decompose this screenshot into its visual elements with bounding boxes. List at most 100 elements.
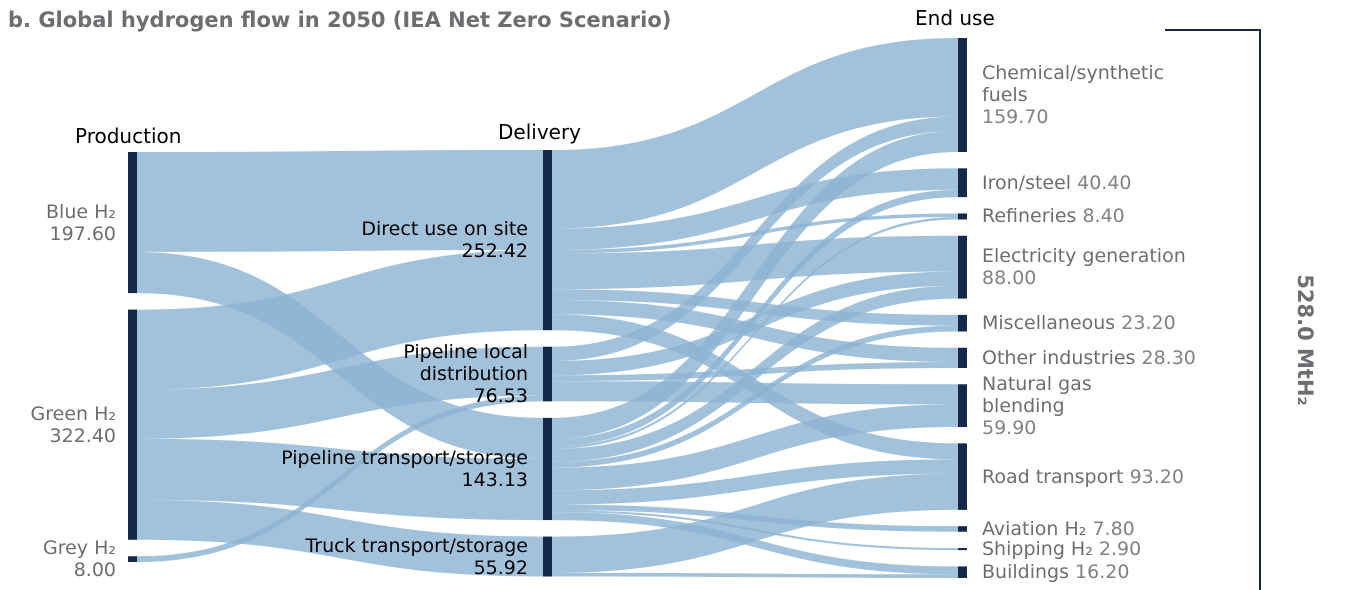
node-bar: [958, 347, 967, 368]
node-bar: [958, 526, 967, 532]
total-label: 528.0 MtH₂: [1293, 274, 1317, 406]
node-value: 322.40: [49, 424, 116, 447]
node-value: 55.92: [473, 556, 528, 579]
node-value: 159.70: [982, 106, 1049, 128]
node-bar: [958, 38, 967, 153]
node-name: Buildings: [982, 561, 1069, 584]
node-name: Chemical/synthetic fuels: [982, 62, 1165, 106]
flow-link: [552, 404, 958, 491]
node-value: 197.60: [49, 222, 116, 245]
node-label: Buildings 16.20: [982, 561, 1282, 583]
node-label: Truck transport/storage 55.92: [198, 535, 528, 579]
node-bar: [543, 417, 552, 521]
node-label: Electricity generation 88.00: [982, 245, 1197, 289]
node-value: 2.90: [1098, 538, 1142, 561]
flow-link: [552, 289, 958, 326]
node-bar: [958, 566, 967, 578]
node-label: Green H₂ 322.40: [0, 403, 116, 447]
node-bar: [128, 152, 137, 294]
node-name: Pipeline transport/storage: [281, 446, 528, 469]
flow-link: [552, 285, 958, 462]
flow-link: [137, 150, 543, 252]
node-bar: [958, 548, 967, 551]
node-label: Aviation H₂ 7.80: [982, 518, 1282, 540]
flow-link: [137, 346, 543, 439]
flow-link: [552, 473, 958, 573]
node-value: 7.80: [1092, 517, 1135, 540]
node-label: Pipeline transport/storage 143.13: [198, 447, 528, 491]
node-label: Road transport 93.20: [982, 466, 1282, 488]
flow-link: [552, 217, 958, 449]
flow-link: [552, 512, 958, 575]
node-value: 23.20: [1121, 312, 1176, 335]
node-name: Miscellaneous: [982, 312, 1116, 335]
flow-link: [137, 249, 543, 390]
node-value: 40.40: [1077, 171, 1132, 194]
node-name: Electricity generation: [982, 245, 1186, 268]
node-label: Grey H₂ 8.00: [0, 537, 116, 581]
column-title: Delivery: [498, 120, 582, 144]
node-label: Other industries 28.30: [982, 347, 1282, 369]
flow-link: [552, 189, 958, 447]
node-value: 8.00: [73, 559, 116, 582]
node-value: 88.00: [982, 267, 1037, 290]
flow-link: [552, 381, 958, 405]
node-label: Shipping H₂ 2.90: [982, 538, 1282, 560]
node-name: Shipping H₂: [982, 538, 1093, 561]
node-bar: [958, 443, 967, 510]
flow-link: [137, 395, 543, 562]
node-label: Iron/steel 40.40: [982, 172, 1242, 194]
node-label: Blue H₂ 197.60: [0, 201, 116, 245]
column-title: End use: [915, 6, 995, 30]
chart-title: b. Global hydrogen flow in 2050 (IEA Net…: [8, 8, 672, 32]
node-bar: [958, 168, 967, 198]
flow-link: [552, 168, 958, 250]
flow-link: [552, 38, 958, 229]
flow-link: [552, 572, 958, 578]
flow-link: [552, 116, 958, 362]
node-value: 252.42: [461, 240, 528, 263]
node-value: 93.20: [1129, 465, 1184, 488]
flow-link: [552, 235, 958, 290]
node-bar: [543, 150, 552, 331]
node-bar: [958, 213, 967, 220]
node-label: Direct use on site 252.42: [268, 218, 528, 262]
node-bar: [958, 314, 967, 332]
node-name: Direct use on site: [361, 218, 528, 241]
node-bar: [958, 384, 967, 428]
node-name: Other industries: [982, 346, 1136, 369]
flow-link: [552, 459, 958, 505]
node-label: Refineries 8.40: [982, 205, 1242, 227]
flow-link: [137, 499, 543, 577]
node-bar: [543, 536, 552, 577]
flow-link: [552, 271, 958, 376]
node-value: 143.13: [461, 468, 528, 491]
node-value: 16.20: [1075, 561, 1130, 584]
node-value: 76.53: [473, 385, 528, 408]
node-name: Pipeline local distribution: [403, 341, 528, 386]
node-label: Pipeline local distribution 76.53: [358, 341, 528, 407]
flow-link: [552, 325, 958, 468]
node-value: 8.40: [1082, 205, 1125, 228]
node-label: Chemical/synthetic fuels 159.70: [982, 62, 1164, 128]
node-name: Natural gas blending: [982, 372, 1092, 417]
node-bar: [128, 556, 137, 562]
node-name: Grey H₂: [43, 537, 116, 560]
node-name: Green H₂: [30, 402, 116, 425]
node-value: 28.30: [1141, 346, 1196, 369]
node-label: Miscellaneous 23.20: [982, 312, 1282, 334]
node-name: Aviation H₂: [982, 517, 1087, 540]
node-value: 59.90: [982, 416, 1037, 439]
column-title: Production: [75, 124, 182, 148]
node-name: Truck transport/storage: [305, 534, 528, 557]
node-name: Iron/steel: [982, 171, 1072, 194]
node-bar: [128, 309, 137, 540]
flow-link: [552, 299, 958, 363]
flow-link: [552, 130, 958, 440]
node-name: Road transport: [982, 465, 1124, 488]
node-name: Refineries: [982, 205, 1077, 228]
node-name: Blue H₂: [46, 200, 116, 223]
node-label: Natural gas blending 59.90: [982, 373, 1122, 439]
